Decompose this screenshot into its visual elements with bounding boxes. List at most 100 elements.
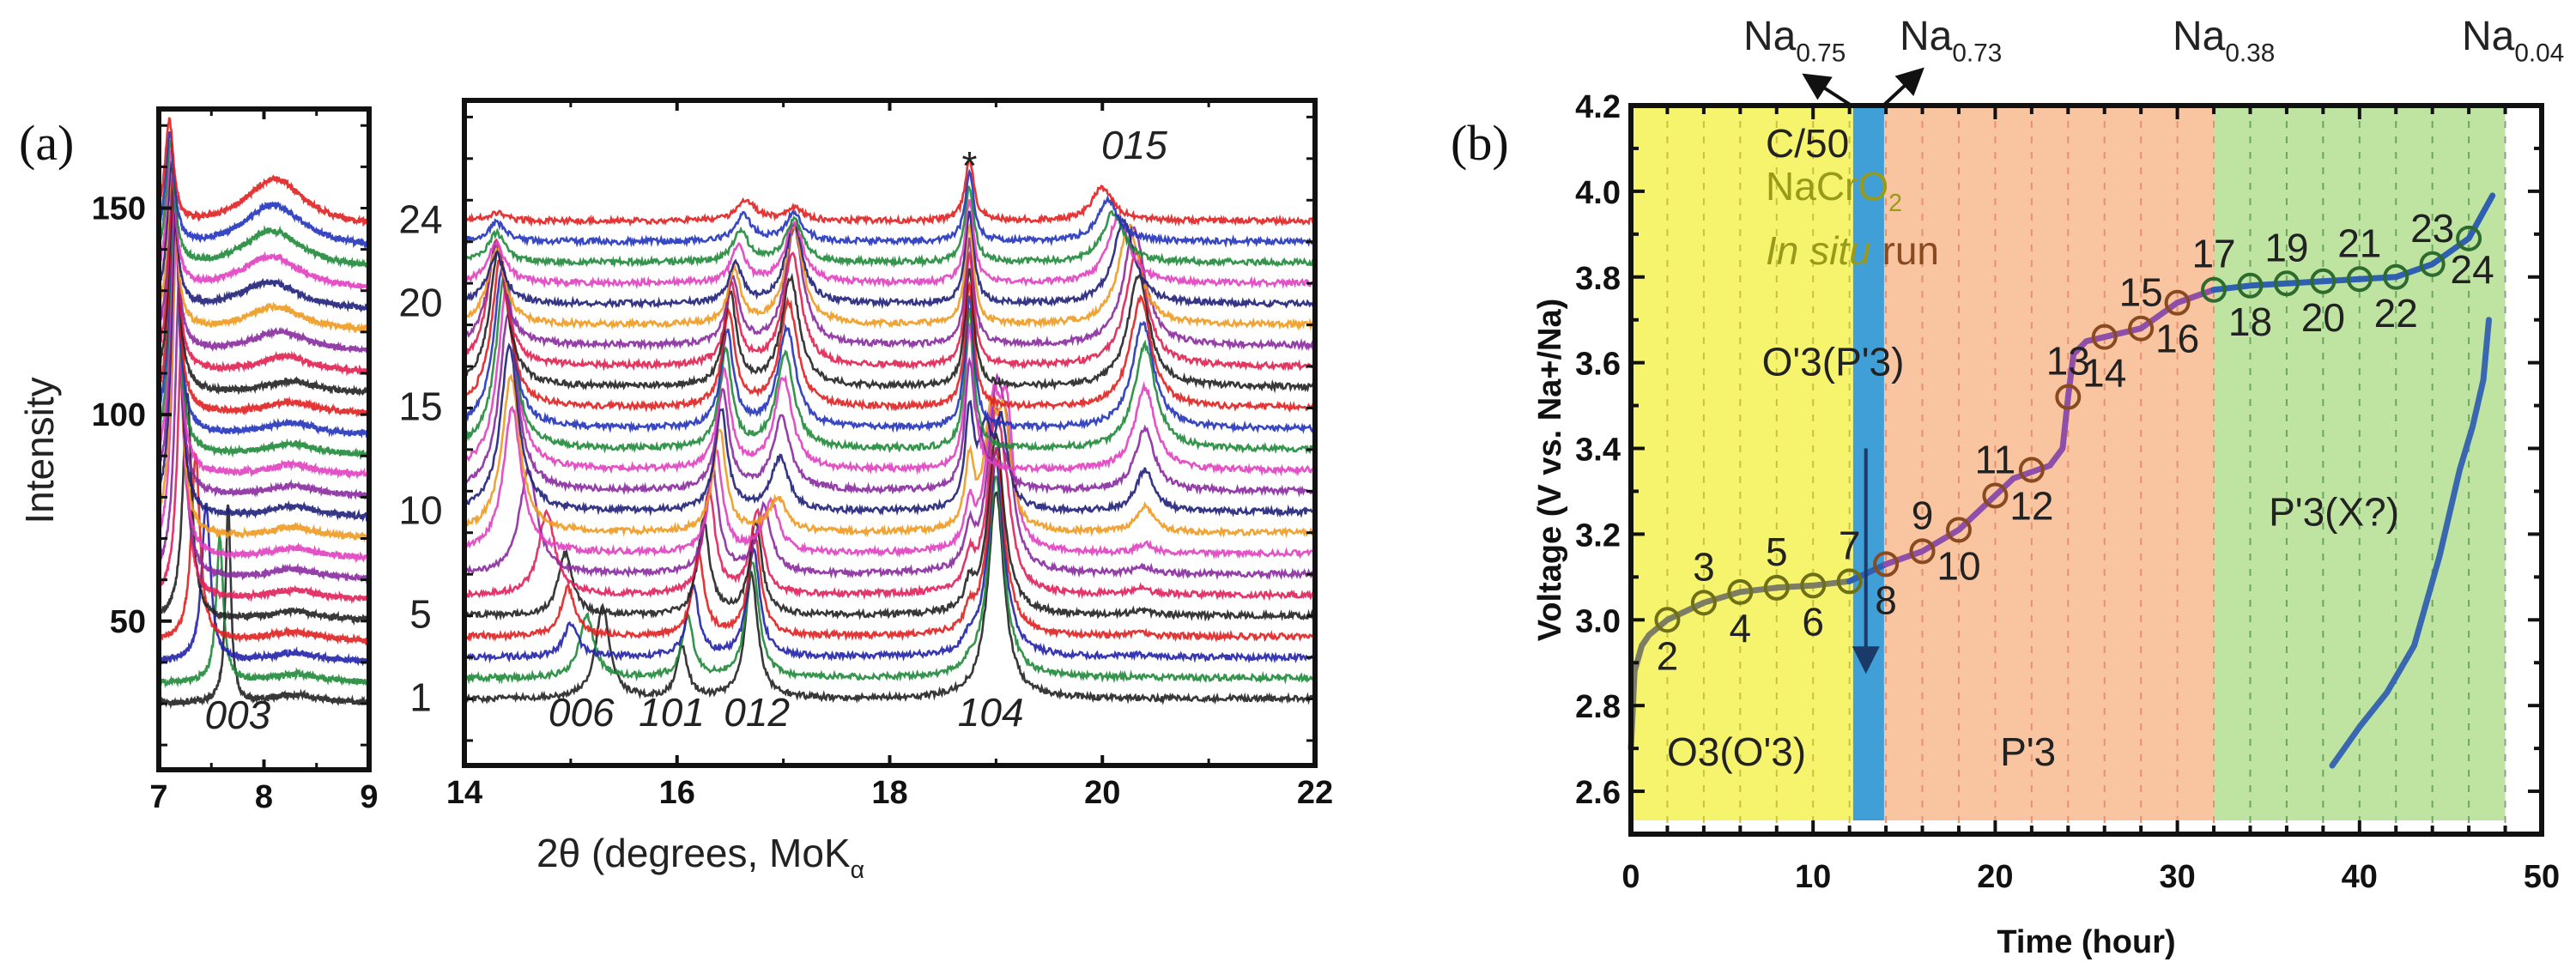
phase-region-1: [1852, 106, 1884, 820]
reflection-label-003: 003: [205, 693, 271, 737]
y-tick-label: 2.6: [1575, 775, 1621, 811]
right-axis-xtick-label: 18: [871, 775, 907, 811]
right-axis-trace-scan-23: [464, 168, 1315, 249]
scan-point-marker: [2346, 266, 2373, 293]
right-axis-trace-scan-10: [464, 342, 1315, 518]
left-axis-trace-scan-18: [159, 162, 369, 354]
right-axis-trace-scan-24: [464, 158, 1315, 227]
left-axis-ytick-label: 100: [92, 397, 146, 433]
run-annotation: In situ run: [1766, 228, 1939, 273]
left-axis-trace-scan-15: [159, 171, 369, 418]
right-axis-trace-scan-15: [464, 252, 1315, 414]
second-curve-curve-segment-0: [2329, 317, 2492, 769]
scan-number-label: 1: [409, 675, 432, 720]
right-axis-trace-scan-20: [464, 210, 1315, 310]
right-axis-trace-scan-8: [464, 384, 1315, 560]
right-axis-trace-scan-19: [464, 222, 1315, 331]
y-tick-label: 2.8: [1575, 689, 1621, 725]
scan-point-label: 6: [1802, 599, 1824, 644]
scan-point-label: 2: [1657, 633, 1679, 678]
left-axis-trace-scan-9: [159, 215, 369, 542]
right-axis-trace-scan-1: [464, 491, 1315, 705]
scan-point-marker: [2164, 289, 2191, 316]
y-tick-label: 3.6: [1575, 347, 1621, 383]
phase-label: O'3(P'3): [1762, 340, 1905, 384]
right-axis-trace-scan-14: [464, 267, 1315, 434]
scan-point-marker: [1873, 551, 1900, 578]
right-axis-trace-scan-6: [464, 405, 1315, 602]
scan-point-marker: [1654, 607, 1681, 633]
x-axis-title: Time (hour): [1997, 924, 2175, 960]
scan-point-label: 20: [2301, 295, 2345, 340]
scan-point-marker: [2237, 272, 2264, 299]
right-axis-trace-scan-2: [464, 475, 1315, 685]
scan-point-label: 11: [1975, 437, 2016, 481]
scan-point-marker: [2383, 263, 2409, 290]
composition-label: Na0.38: [2173, 14, 2275, 67]
scan-point-label: 18: [2228, 299, 2272, 344]
y-tick-label: 3.2: [1575, 517, 1621, 554]
left-axis-trace-scan-21: [159, 147, 369, 291]
scan-point-label: 8: [1875, 578, 1897, 622]
left-axis-trace-scan-6: [159, 327, 369, 605]
phase-label: P'3(X?): [2269, 489, 2399, 534]
scan-point-label: 16: [2155, 317, 2199, 361]
left-axis-trace-scan-19: [159, 162, 369, 335]
left-axis-ytick-label: 150: [92, 191, 146, 227]
right-axis-trace-scan-12: [464, 282, 1315, 477]
right-axis-xtick-label: 14: [446, 775, 482, 811]
scan-point-marker: [2419, 251, 2446, 277]
x-tick-label: 30: [2159, 859, 2195, 895]
left-axis-trace-scan-22: [159, 137, 369, 271]
phase-label: P'3: [2000, 729, 2056, 774]
left-axis-trace-scan-16: [159, 166, 369, 397]
arrow-to-na073-icon: [1882, 67, 1924, 107]
right-axis-trace-scan-4: [464, 446, 1315, 643]
phase-region-0: [1631, 106, 1853, 820]
x-tick-label: 10: [1795, 859, 1831, 895]
scan-point-label: 12: [2009, 484, 2053, 529]
left-axis-trace-scan-13: [159, 179, 369, 461]
scan-point-label: 24: [2451, 247, 2494, 292]
rate-annotation: C/50: [1766, 121, 1849, 166]
y-tick-label: 3.0: [1575, 603, 1621, 639]
right-axis-trace-scan-22: [464, 185, 1315, 269]
scan-point-marker: [1690, 590, 1717, 616]
scan-point-label: 13: [2046, 339, 2090, 384]
reflection-label-101: 101: [639, 690, 705, 735]
right-axis-trace-scan-11: [464, 311, 1315, 498]
left-axis-xtick-label: 7: [149, 779, 167, 815]
scan-point-label: 10: [1937, 543, 1980, 588]
composition-label: Na0.73: [1900, 14, 2002, 67]
scan-point-marker: [2273, 270, 2300, 297]
scan-point-label: 14: [2082, 351, 2126, 396]
scan-point-label: 19: [2264, 225, 2308, 269]
x-tick-label: 40: [2342, 859, 2378, 895]
scan-point-label: 17: [2191, 232, 2235, 276]
y-axis-title: Intensity: [17, 377, 62, 523]
scan-point-marker: [1727, 578, 1754, 605]
scan-point-marker: [1909, 538, 1936, 565]
right-axis-trace-scan-16: [464, 247, 1315, 394]
reflection-label-015: 015: [1101, 123, 1167, 167]
panel-label-b: (b): [1451, 115, 1509, 171]
reflection-label-012: 012: [724, 690, 790, 735]
scan-point-label: 22: [2374, 291, 2418, 336]
left-axis-trace-scan-20: [159, 160, 369, 313]
composition-label: Na0.04: [2462, 14, 2564, 67]
scan-point-label: 3: [1693, 544, 1715, 589]
right-axis-trace-scan-5: [464, 433, 1315, 622]
charge-curve-segment-0: [1627, 578, 1853, 752]
scan-point-label: 9: [1912, 493, 1934, 537]
right-axis-trace-scan-9: [464, 373, 1315, 539]
left-axis-trace-scan-24: [159, 117, 369, 227]
voltage-plot-frame: [1628, 103, 2544, 837]
scan-point-label: 15: [2119, 270, 2163, 315]
scan-point-label: 21: [2337, 221, 2381, 265]
left-axis-trace-scan-10: [159, 207, 369, 523]
left-axis-traces: [159, 117, 369, 710]
left-axis-trace-scan-23: [159, 130, 369, 250]
y-tick-label: 4.0: [1575, 175, 1621, 211]
y-axis-title: Voltage (V vs. Na+/Na): [1532, 299, 1568, 641]
